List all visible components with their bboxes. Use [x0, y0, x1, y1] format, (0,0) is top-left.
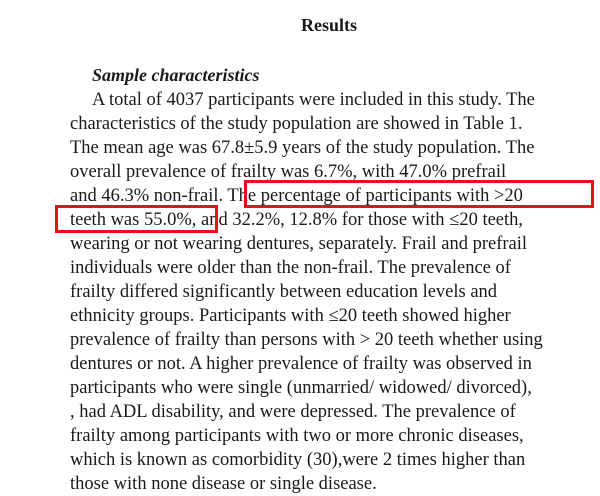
paragraph-line: characteristics of the study population … — [70, 114, 523, 134]
section-title: Results — [300, 15, 357, 35]
paragraph-line: individuals were older than the non-frai… — [70, 258, 511, 278]
paragraph-line: wearing or not wearing dentures, separat… — [70, 234, 528, 254]
paragraph-line: participants who were single (unmarried/… — [70, 378, 532, 398]
highlight-box-lower — [55, 205, 218, 233]
paragraph-line: overall prevalence of frailty was 6.7%, … — [70, 162, 507, 182]
paragraph-line: and 46.3% non-frail. The percentage of p… — [70, 186, 523, 206]
highlight-box-upper — [244, 180, 594, 208]
paragraph-line: frailty among participants with two or m… — [70, 426, 524, 446]
paragraph-line: The mean age was 67.8±5.9 years of the s… — [70, 138, 535, 158]
paragraph-line: those with none disease or single diseas… — [70, 474, 377, 494]
subsection-title: Sample characteristics — [92, 65, 260, 85]
paragraph-line: which is known as comorbidity (30),were … — [70, 450, 526, 470]
paragraph-line: dentures or not. A higher prevalence of … — [70, 354, 532, 374]
paragraph-line: A total of 4037 participants were includ… — [92, 90, 535, 110]
paragraph-line: ethnicity groups. Participants with ≤20 … — [70, 306, 511, 326]
paragraph-line: teeth was 55.0%, and 32.2%, 12.8% for th… — [70, 210, 524, 230]
paragraph-line: , had ADL disability, and were depressed… — [70, 402, 516, 422]
paragraph-line: prevalence of frailty than persons with … — [70, 330, 543, 350]
paragraph-line: frailty differed significantly between e… — [70, 282, 498, 302]
